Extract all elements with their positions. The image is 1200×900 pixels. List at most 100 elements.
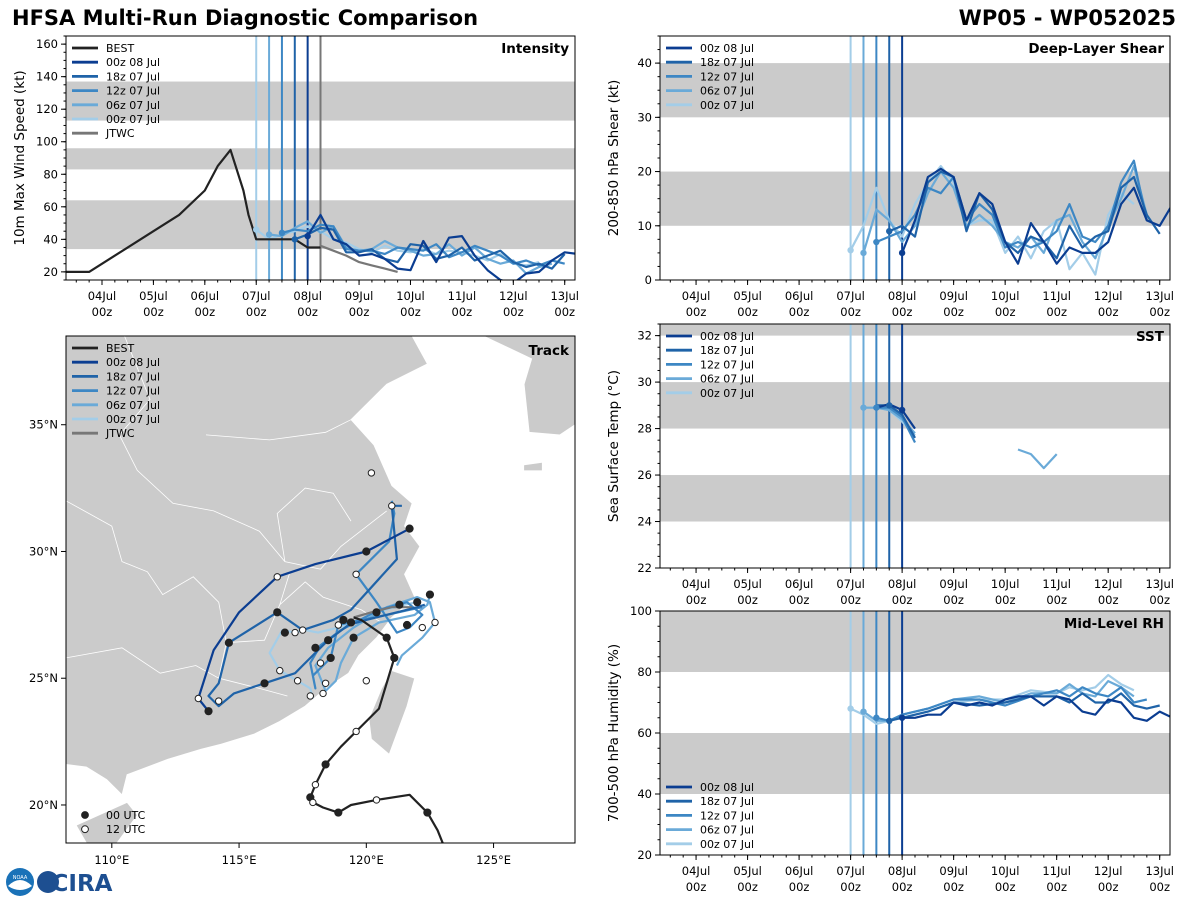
intensity-panel: 20 40 60 80 100 120 140 160 04Jul 00z 05Jul 00z 06Ju… [12, 35, 579, 319]
shear-xtick-label-hour: 00z [892, 305, 913, 319]
sst-plot-area [660, 324, 1170, 568]
rh-title: Mid-Level RH [1064, 616, 1164, 632]
intensity-init-marker-run_18z07 [291, 236, 298, 243]
track-marker-00utc [402, 620, 412, 630]
shear-xtick-label-hour: 00z [1046, 305, 1067, 319]
track-line-run_00z08 [197, 527, 411, 712]
track-marker-12utc [194, 694, 203, 703]
rh-init-marker-run_12z07 [873, 714, 880, 721]
sst-xtick-label: 13Jul [1145, 577, 1174, 591]
page-title: HFSA Multi-Run Diagnostic Comparison [12, 6, 479, 30]
rh-plot-area [660, 611, 1170, 855]
intensity-ytick-label: 140 [36, 70, 58, 84]
shear-ytick-label: 20 [637, 165, 652, 179]
intensity-xtick-label-hour: 00z [297, 305, 318, 319]
intensity-xtick-label-hour: 00z [503, 305, 524, 319]
track-ytick-label: 35°N [29, 418, 58, 432]
intensity-xtick-label: 05Jul [139, 289, 168, 303]
intensity-legend-label: BEST [106, 42, 134, 55]
sst-xtick-label-hour: 00z [789, 593, 810, 607]
rh-panel: 20 40 60 80 100 04Jul 00z 05Jul 00z 06Jul 00z 07Jul… [606, 604, 1174, 894]
track-xtick-label: 110°E [94, 853, 129, 867]
track-legend-label: 06z 07 Jul [106, 399, 160, 412]
storm-id: WP05 - WP052025 [958, 6, 1176, 30]
track-marker-legend-label: 12 UTC [106, 823, 146, 836]
track-marker-12utc [334, 621, 343, 629]
shear-series-run_00z08 [901, 167, 1170, 265]
track-legend-label: 12z 07 Jul [106, 385, 160, 398]
shear-xtick-label-hour: 00z [789, 305, 810, 319]
intensity-init-marker-run_00z08 [304, 232, 311, 240]
shear-ytick-label: 40 [637, 56, 652, 70]
province-border-1 [66, 500, 288, 697]
intensity-xtick-label: 09Jul [345, 289, 374, 303]
track-plot-area [66, 336, 575, 843]
sst-ytick-label: 22 [637, 561, 652, 575]
intensity-xtick-label: 07Jul [242, 289, 271, 303]
track-legend-label: 00z 07 Jul [106, 413, 160, 426]
track-marker-12utc [298, 626, 307, 634]
rh-ytick-label: 20 [637, 848, 652, 862]
track-legend-label: BEST [106, 342, 134, 355]
intensity-plot-area [66, 36, 575, 280]
sst-band-2 [660, 324, 1170, 336]
shear-xtick-label: 08Jul [888, 289, 917, 303]
track-marker-00utc [405, 524, 414, 533]
sst-title: SST [1136, 329, 1165, 345]
sst-xtick-label-hour: 00z [892, 593, 913, 607]
intensity-series-jtwc [320, 244, 398, 273]
rh-xtick-label-hour: 00z [1098, 880, 1119, 894]
intensity-xtick-label: 04Jul [88, 289, 117, 303]
track-marker-00utc [326, 653, 335, 663]
intensity-xtick-label-hour: 00z [246, 305, 267, 319]
intensity-series-best [66, 148, 321, 273]
track-ytick-label: 25°N [29, 671, 58, 685]
track-marker-00utc [204, 707, 213, 716]
sst-xtick-label-hour: 00z [995, 593, 1016, 607]
land-korea [483, 336, 575, 436]
sst-legend-label: 18z 07 Jul [700, 344, 754, 357]
sst-xtick-label-hour: 00z [1046, 593, 1067, 607]
rh-xtick-label-hour: 00z [686, 880, 707, 894]
sst-legend-label: 12z 07 Jul [700, 358, 754, 371]
cira-globe-icon [37, 871, 59, 893]
intensity-xtick-label: 12Jul [499, 289, 528, 303]
track-xtick-label: 125°E [476, 853, 511, 867]
track-marker-12utc [273, 573, 281, 581]
rh-ytick-label: 40 [637, 787, 652, 801]
intensity-init-marker-run_00z07 [253, 226, 260, 233]
rh-init-marker-run_00z08 [898, 714, 906, 721]
intensity-xtick-label-hour: 00z [143, 305, 164, 319]
shear-xtick-label-hour: 00z [943, 305, 964, 319]
shear-panel: 0 10 20 30 40 04Jul 00z 05Jul 00z 06Jul 00z 07Jul 00… [606, 35, 1174, 319]
rh-xtick-label-hour: 00z [943, 880, 964, 894]
intensity-xtick-label-hour: 00z [349, 305, 370, 319]
sst-ytick-label: 32 [637, 329, 652, 343]
province-border-2 [66, 647, 219, 679]
rh-legend-label: 00z 08 Jul [700, 781, 754, 794]
track-marker-12utc [352, 727, 360, 736]
track-legend-label: 00z 08 Jul [106, 356, 160, 369]
track-marker-12utc [367, 469, 376, 477]
sst-ytick-label: 26 [637, 468, 652, 482]
shear-xtick-label-hour: 00z [686, 305, 707, 319]
rh-ylabel: 700-500 hPa Humidity (%) [606, 644, 622, 822]
track-marker-12utc [311, 780, 320, 789]
sst-ytick-label: 30 [637, 375, 652, 389]
rh-xtick-label-hour: 00z [1149, 880, 1170, 894]
track-marker-12utc [418, 623, 426, 632]
track-xtick-label: 115°E [222, 853, 257, 867]
sst-xtick-label-hour: 00z [943, 593, 964, 607]
rh-xtick-label-hour: 00z [1046, 880, 1067, 894]
rh-xtick-label: 06Jul [785, 864, 814, 878]
rh-xtick-label-hour: 00z [995, 880, 1016, 894]
shear-ytick-label: 0 [645, 273, 652, 287]
intensity-title: Intensity [501, 41, 569, 57]
track-marker-00utc [224, 638, 233, 647]
rh-series-run_00z08 [902, 695, 1170, 722]
track-ytick-label: 20°N [29, 798, 58, 812]
track-xtick-label: 120°E [349, 853, 384, 867]
track-marker-00utc [372, 608, 381, 617]
track-title: Track [529, 343, 570, 359]
track-marker-00utc [425, 590, 435, 599]
